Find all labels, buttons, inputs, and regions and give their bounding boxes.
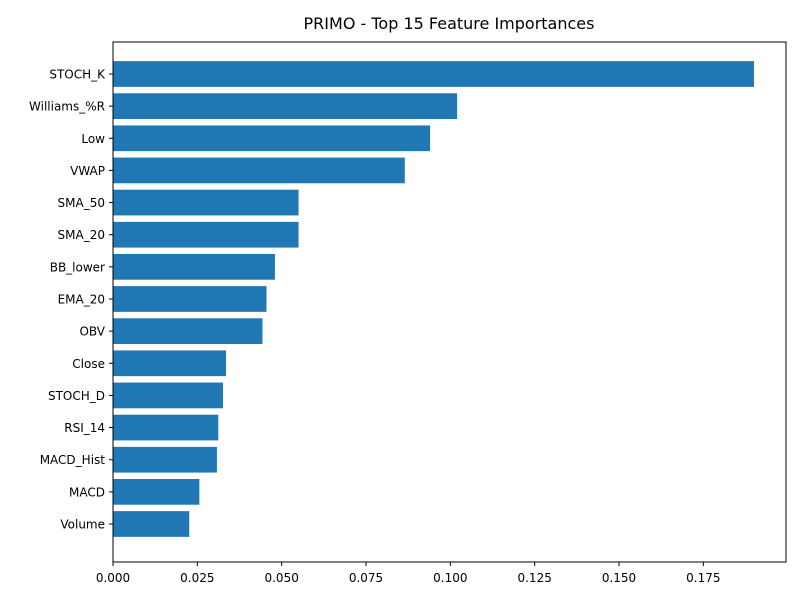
y-tick-label: Low	[81, 132, 105, 146]
bar-close	[113, 350, 227, 377]
y-tick-label: RSI_14	[64, 421, 105, 435]
y-tick-label: MACD_Hist	[40, 453, 106, 467]
y-tick-label: Volume	[60, 518, 105, 532]
bar-williams-r	[113, 93, 458, 119]
bars-group	[113, 61, 754, 537]
y-tick-label: Close	[72, 357, 105, 371]
bar-stoch-k	[113, 61, 754, 87]
y-tick-label: MACD	[69, 485, 105, 499]
x-tick-label: 0.075	[349, 571, 383, 585]
bar-rsi-14	[113, 414, 219, 441]
x-tick-label: 0.000	[96, 571, 130, 585]
x-tick-label: 0.125	[517, 571, 551, 585]
y-tick-label: BB_lower	[50, 260, 105, 274]
y-tick-label: Williams_%R	[29, 100, 105, 114]
bar-low	[113, 125, 431, 152]
bar-bb-lower	[113, 254, 275, 280]
bar-macd	[113, 479, 200, 505]
x-tick-label: 0.150	[602, 571, 636, 585]
y-tick-label: OBV	[79, 325, 105, 339]
chart-title: PRIMO - Top 15 Feature Importances	[304, 14, 595, 33]
bar-stoch-d	[113, 382, 223, 409]
x-tick-label: 0.175	[686, 571, 720, 585]
y-tick-label: STOCH_K	[49, 68, 106, 82]
bar-obv	[113, 318, 263, 344]
axes-frame	[112, 41, 787, 563]
y-tick-label: SMA_50	[58, 196, 105, 210]
bar-sma-20	[113, 221, 299, 248]
y-tick-label: STOCH_D	[48, 389, 105, 403]
bar-volume	[113, 511, 190, 537]
bar-vwap	[113, 157, 405, 184]
x-tick-label: 0.100	[433, 571, 467, 585]
bar-macd-hist	[113, 446, 217, 473]
y-axis-ticks: STOCH_K Williams_%R Low VWAP SMA_50 SMA_20 BB_…	[29, 68, 113, 532]
bar-ema-20	[113, 286, 267, 312]
y-tick-label: EMA_20	[58, 293, 105, 307]
y-tick-label: SMA_20	[58, 228, 105, 242]
bar-sma-50	[113, 189, 299, 216]
x-tick-label: 0.025	[180, 571, 214, 585]
y-tick-label: VWAP	[70, 164, 105, 178]
x-tick-label: 0.050	[264, 571, 298, 585]
x-axis-ticks: 0.000 0.025 0.050 0.075 0.100 0.125 0.150 0.175	[96, 562, 721, 585]
